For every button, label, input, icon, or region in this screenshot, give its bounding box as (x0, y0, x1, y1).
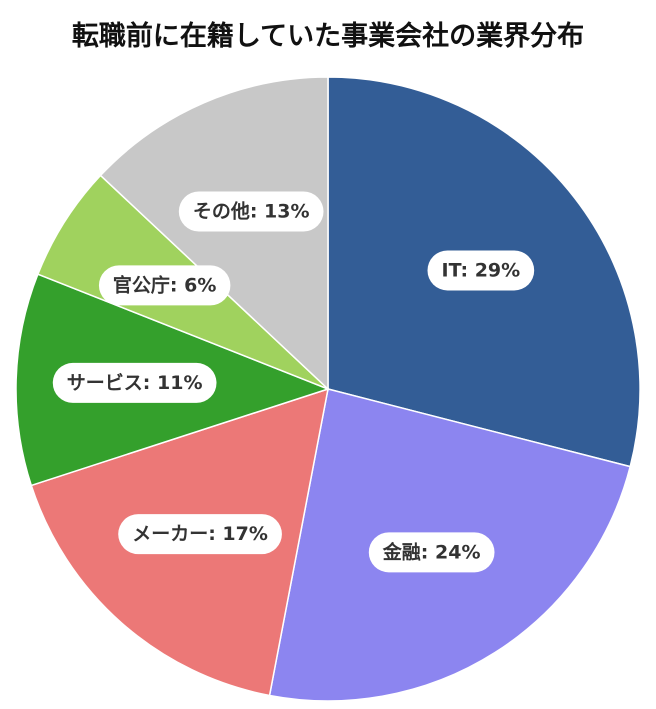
slice-label-pill (178, 191, 324, 232)
slice-label-text: IT: 29% (442, 259, 521, 281)
slice-label-text: 官公庁: 6% (113, 273, 216, 296)
slice-label-1: 金融: 24% (368, 532, 495, 573)
slice-label-0: IT: 29% (427, 250, 535, 291)
slice-label-text: メーカー: 17% (132, 523, 268, 545)
slice-label-pill (98, 265, 231, 306)
slice-label-text: サービス: 11% (67, 372, 203, 394)
pie-labels: IT: 29% 金融: 24% メーカー: 17% サービス: 11% 官公庁: 6% そ… (52, 191, 535, 573)
slice-label-pill (52, 362, 217, 403)
slice-label-text: 金融: 24% (382, 540, 481, 563)
pie-slice-5 (99, 76, 329, 391)
slice-label-2: メーカー: 17% (118, 514, 282, 555)
slice-label-5: その他: 13% (178, 191, 324, 232)
slice-label-3: サービス: 11% (52, 362, 217, 403)
chart-title: 転職前に在籍していた事業会社の業界分布 (71, 21, 585, 52)
slice-label-4: 官公庁: 6% (98, 265, 231, 306)
slice-label-pill (118, 514, 282, 555)
slice-label-text: その他: 13% (193, 199, 310, 222)
slice-label-pill (427, 250, 535, 291)
slice-label-pill (368, 532, 495, 573)
